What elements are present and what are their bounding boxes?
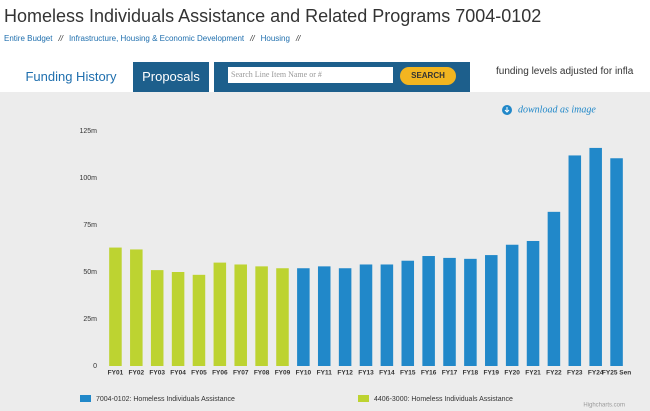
bar	[485, 255, 498, 366]
bar	[526, 240, 540, 366]
credit: Highcharts.com	[583, 403, 625, 409]
x-tick-label: FY21	[525, 370, 541, 377]
x-tick-label: FY25 Sen	[602, 370, 631, 377]
x-tick-label: FY02	[129, 370, 145, 377]
x-tick-label: FY13	[358, 370, 374, 377]
x-tick-label: FY20	[504, 370, 520, 377]
x-tick-label: FY10	[296, 370, 312, 377]
legend-label: 4406-3000: Homeless Individuals Assistan…	[374, 396, 513, 403]
search-button[interactable]: SEARCH	[400, 67, 456, 85]
separator: //	[58, 34, 63, 43]
x-tick-label: FY24	[588, 370, 604, 377]
note: funding levels adjusted for infla	[496, 66, 634, 77]
bar	[380, 264, 394, 366]
tab[interactable]: Proposals	[133, 62, 209, 92]
x-tick-label: FY12	[337, 370, 353, 377]
y-tick-label: 50m	[83, 269, 97, 276]
bar	[443, 257, 456, 366]
bar	[422, 256, 435, 366]
chart: download as image Highcharts.com 0 25m 50m…	[79, 104, 631, 409]
x-tick-label: FY11	[317, 370, 333, 377]
x-tick-label: FY19	[484, 370, 500, 377]
x-tick-label: FY01	[108, 370, 124, 377]
tab[interactable]: Funding History	[25, 69, 117, 84]
search-input[interactable]: Search Line Item Name or #	[228, 67, 393, 83]
bar	[297, 268, 310, 366]
legend-swatch	[358, 395, 369, 402]
y-tick-label: 75m	[83, 222, 97, 229]
bar	[150, 270, 164, 366]
bar	[109, 247, 122, 366]
x-tick-label: FY16	[421, 370, 437, 377]
x-tick-label: FY04	[170, 370, 186, 377]
x-tick-label: FY14	[379, 370, 395, 377]
bar	[338, 268, 352, 366]
y-tick-label: 0	[93, 363, 97, 370]
x-tick-label: FY08	[254, 370, 270, 377]
bar	[464, 258, 477, 366]
bar	[192, 274, 206, 366]
breadcrumb: Entire Budget // Infrastructure, Housing &…	[4, 34, 306, 43]
x-tick-label: FY22	[546, 370, 562, 377]
x-tick-label: FY05	[191, 370, 207, 377]
x-tick-label: FY15	[400, 370, 416, 377]
y-tick-label: 25m	[83, 316, 97, 323]
x-tick-label: FY06	[212, 370, 228, 377]
bar	[213, 262, 227, 366]
bar	[130, 249, 143, 366]
bar	[547, 211, 561, 366]
download-link[interactable]: download as image	[518, 104, 596, 115]
separator: //	[250, 34, 255, 43]
page-title: Homeless Individuals Assistance and Rela…	[4, 6, 542, 26]
x-tick-label: FY17	[442, 370, 458, 377]
legend-label: 7004-0102: Homeless Individuals Assistan…	[96, 396, 235, 403]
bar	[171, 272, 185, 366]
bar	[317, 266, 331, 366]
bar	[610, 158, 623, 366]
separator: //	[295, 34, 301, 43]
bar	[234, 264, 247, 366]
download-arrow	[504, 107, 510, 113]
y-tick-label: 100m	[79, 175, 97, 182]
bar	[505, 244, 519, 366]
crumb[interactable]: Entire Budget	[4, 34, 53, 43]
x-tick-label: FY23	[567, 370, 583, 377]
bar	[276, 268, 289, 366]
x-tick-label: FY18	[463, 370, 479, 377]
legend-swatch	[80, 395, 91, 402]
chart-area: download as image Highcharts.com 0 25m 50m…	[0, 92, 650, 411]
bar	[568, 155, 582, 366]
bar	[589, 147, 602, 366]
crumb[interactable]: Housing	[260, 34, 290, 43]
x-tick-label: FY09	[275, 370, 291, 377]
bar	[401, 260, 415, 366]
bar	[359, 264, 373, 366]
x-tick-label: FY07	[233, 370, 249, 377]
crumb[interactable]: Infrastructure, Housing & Economic Devel…	[68, 34, 245, 43]
search-bar: Search Line Item Name or # SEARCH	[214, 62, 470, 92]
bar	[255, 266, 268, 366]
x-tick-label: FY03	[149, 370, 165, 377]
y-tick-label: 125m	[79, 128, 97, 135]
